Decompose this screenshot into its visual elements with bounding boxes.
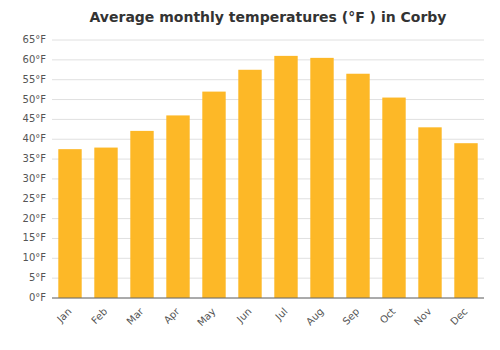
y-tick-label: 25°F [23, 193, 47, 204]
bar [274, 56, 297, 298]
x-tick-label: Dec [448, 306, 469, 327]
grid-line [52, 40, 484, 41]
y-tick-label: 55°F [23, 74, 47, 85]
x-tick-label: Apr [162, 305, 183, 326]
page: {"chart_data": {"type": "bar", "title": … [0, 0, 500, 350]
x-tick-label: Mar [124, 305, 146, 327]
grid-line [52, 59, 484, 60]
y-axis: 0°F 5°F 10°F 15°F 20°F 25°F 30°F 35°F 40°F 45°F 50… [23, 34, 484, 303]
chart-title: Average monthly temperatures (°F ) in Co… [90, 9, 447, 25]
y-tick-label: 40°F [23, 133, 47, 144]
y-tick-label: 15°F [23, 232, 47, 243]
bar [346, 74, 369, 298]
y-tick-label: 5°F [29, 272, 46, 283]
x-tick-label: Oct [378, 306, 398, 326]
bar [130, 131, 153, 298]
bar [382, 98, 405, 298]
grid-line [52, 119, 484, 120]
bar [166, 115, 189, 298]
y-tick-label: 65°F [23, 34, 47, 45]
bar [58, 149, 81, 298]
bars [58, 56, 477, 298]
x-tick-label: May [195, 306, 217, 328]
y-tick-label: 50°F [23, 94, 47, 105]
y-tick-label: 60°F [23, 54, 47, 65]
chart-svg: Average monthly temperatures (°F ) in Co… [0, 0, 500, 350]
y-tick-label: 10°F [23, 252, 47, 263]
x-axis: Jan Feb Mar Apr May Jun Jul Aug Sep Oct Nov Dec [54, 305, 469, 328]
x-tick-label: Feb [89, 306, 109, 326]
bar [454, 143, 477, 298]
y-tick-label: 30°F [23, 173, 47, 184]
grid-line [52, 99, 484, 100]
bar [310, 58, 333, 298]
grid-line [52, 298, 484, 299]
x-tick-label: Jun [234, 306, 254, 326]
grid-line [52, 79, 484, 80]
x-tick-label: Nov [412, 306, 434, 328]
y-tick-label: 45°F [23, 113, 47, 124]
bar [202, 92, 225, 298]
y-tick-label: 20°F [23, 213, 47, 224]
x-tick-label: Sep [340, 306, 361, 327]
bar [238, 70, 261, 298]
bar [94, 148, 117, 298]
x-tick-label: Aug [304, 306, 326, 328]
chart-container: Average monthly temperatures (°F ) in Co… [0, 0, 500, 350]
x-tick-label: Jul [273, 306, 290, 323]
y-tick-label: 35°F [23, 153, 47, 164]
bar [418, 127, 441, 298]
x-axis-line [52, 298, 484, 299]
y-tick-label: 0°F [29, 292, 46, 303]
x-tick-label: Jan [54, 306, 73, 325]
